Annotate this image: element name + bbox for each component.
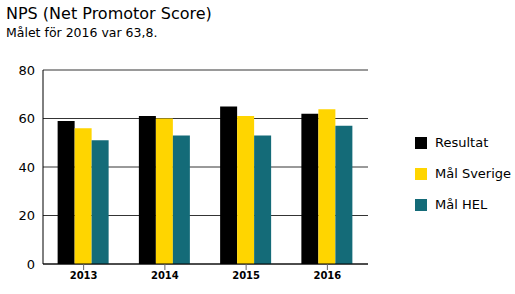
svg-text:40: 40	[18, 160, 35, 175]
svg-text:2016: 2016	[313, 270, 341, 281]
html-text:Mål Sverige: Mål Sverige	[435, 166, 512, 181]
svg-text:80: 80	[18, 63, 35, 78]
svg-text:20: 20	[18, 208, 35, 223]
svg-text:2015: 2015	[232, 270, 260, 281]
svg-text:2014: 2014	[151, 270, 179, 281]
svg-text:0: 0	[27, 257, 35, 272]
svg-text:2013: 2013	[70, 270, 98, 281]
html-text:Målet för 2016 var 63,8.: Målet för 2016 var 63,8.	[6, 25, 158, 40]
html-text:Resultat: Resultat	[435, 135, 489, 150]
html-text:Mål HEL: Mål HEL	[435, 197, 488, 212]
svg-text:60: 60	[18, 111, 35, 126]
html-text:NPS (Net Promotor Score): NPS (Net Promotor Score)	[6, 4, 212, 23]
